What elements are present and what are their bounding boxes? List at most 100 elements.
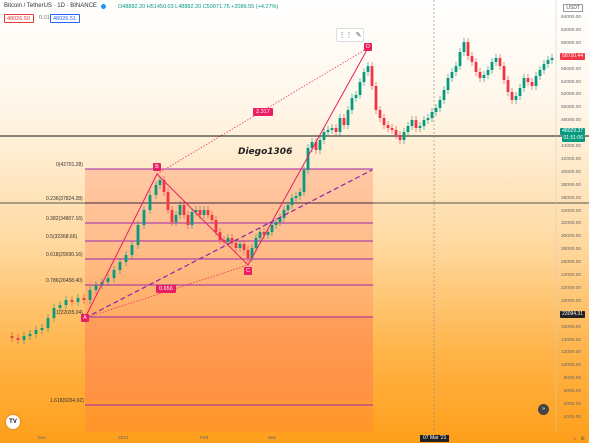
candle-body xyxy=(162,180,166,192)
candle-body xyxy=(238,244,242,248)
candle-body xyxy=(386,125,390,128)
candle-body xyxy=(506,80,510,92)
candle-body xyxy=(70,300,74,302)
price-axis-label: 12000.00 xyxy=(560,350,581,356)
candle-body xyxy=(214,220,218,232)
candle-body xyxy=(402,132,406,140)
candle-body xyxy=(422,120,426,126)
drawing-toolbar[interactable]: ⋮⋮ ✎ xyxy=(336,28,364,42)
candle-body xyxy=(40,328,44,330)
pattern-ratio-bd xyxy=(156,47,369,175)
date-axis[interactable]: Dec 2021 Feb Mar 07 Mar '21 xyxy=(0,433,589,443)
settings-gear-icon[interactable]: ⚙ xyxy=(580,436,585,442)
candle-body xyxy=(142,210,146,225)
candle-body xyxy=(282,210,286,218)
price-axis-label: 56000.00 xyxy=(560,66,581,72)
candle-body xyxy=(534,76,538,86)
low-price-tag: 23094.31 xyxy=(560,311,585,318)
price-axis-label: 10000.00 xyxy=(560,363,581,369)
price-axis-label: 2000.00 xyxy=(563,415,581,420)
market-status-icon xyxy=(100,3,106,9)
author-watermark: Diego1306 xyxy=(238,147,293,157)
candle-body xyxy=(190,212,194,225)
fib-level-label: 0.382(34807.16) xyxy=(46,216,83,222)
candle-body xyxy=(550,58,554,60)
price-axis-label: 34000.00 xyxy=(560,208,581,214)
candle-body xyxy=(302,170,306,192)
date-label-mar: Mar xyxy=(268,436,277,441)
candle-body xyxy=(28,334,32,336)
price-axis-label: 22000.00 xyxy=(560,285,581,291)
candle-body xyxy=(366,66,370,72)
candle-body xyxy=(374,86,378,110)
ohlc-readout: O48882.20 H51450.03 L48882.20 C50971.75 … xyxy=(118,4,278,10)
candle-body xyxy=(466,42,470,56)
candle-body xyxy=(136,225,140,245)
pencil-icon[interactable]: ✎ xyxy=(355,32,362,39)
fast-forward-icon[interactable]: » xyxy=(538,404,549,415)
candle-body xyxy=(354,95,358,98)
countdown-tag: 01:51:06 xyxy=(561,135,585,142)
candle-body xyxy=(76,298,80,302)
candle-body xyxy=(166,192,170,210)
symbol-title[interactable]: Bitcoin / TetherUS · 1D · BINANCE xyxy=(4,3,97,9)
candle-body xyxy=(154,185,158,195)
candle-body xyxy=(458,52,462,66)
sell-price-button[interactable]: 48026.50 xyxy=(4,14,34,23)
price-axis-label: 8000.00 xyxy=(563,376,581,382)
candle-body xyxy=(370,66,374,86)
price-axis-label: 4000.00 xyxy=(563,402,581,408)
currency-badge[interactable]: USDT xyxy=(563,4,583,12)
price-axis-label: 40000.00 xyxy=(560,169,581,175)
candle-body xyxy=(522,78,526,88)
date-label-2021: 2021 xyxy=(118,436,129,441)
candle-body xyxy=(186,215,190,225)
candle-body xyxy=(258,232,262,238)
candle-body xyxy=(52,308,56,318)
price-axis-label: 24000.00 xyxy=(560,273,581,279)
candle-body xyxy=(226,238,230,242)
price-axis-label: 20000.00 xyxy=(560,298,581,304)
price-axis-label: 16000.00 xyxy=(560,324,581,330)
chart-corner-controls[interactable]: ⌂ ⚙ xyxy=(573,436,585,442)
price-axis-label: 6000.00 xyxy=(563,389,581,395)
crosshair-date-tag: 07 Mar '21 xyxy=(420,435,450,442)
candle-body xyxy=(494,58,498,62)
spread-value: 0.01 xyxy=(39,15,50,21)
ratio-bd-label: 2.317 xyxy=(253,108,273,116)
tradingview-logo[interactable]: TV xyxy=(6,415,20,429)
candle-body xyxy=(170,210,174,222)
price-axis-label: 28000.00 xyxy=(560,247,581,253)
ohlc-values: O48882.20 H51450.03 L48882.20 C50971.75 … xyxy=(118,4,279,10)
candle-body xyxy=(538,70,542,76)
price-axis-label: 60000.00 xyxy=(560,40,581,46)
price-axis-label: 62000.00 xyxy=(560,27,581,33)
candle-body xyxy=(270,225,274,232)
candle-body xyxy=(198,210,202,215)
candle-body xyxy=(294,196,298,198)
candle-body xyxy=(430,112,434,118)
buy-price-button[interactable]: 48026.51 xyxy=(50,14,80,23)
candle-body xyxy=(334,128,338,132)
point-a-label: A xyxy=(81,314,89,322)
current-price-tag: 58720.44 xyxy=(560,53,585,60)
candle-body xyxy=(350,98,354,110)
candle-body xyxy=(426,118,430,120)
candle-body xyxy=(250,248,254,258)
candle-body xyxy=(182,205,186,215)
candle-body xyxy=(178,205,182,215)
candle-body xyxy=(442,90,446,100)
candle-body xyxy=(298,192,302,196)
candle-body xyxy=(394,130,398,135)
fib-level-label: 0.618(29930.16) xyxy=(46,252,83,258)
log-scale-icon[interactable]: ⌂ xyxy=(573,436,577,442)
drag-handle-icon[interactable]: ⋮⋮ xyxy=(338,32,353,39)
candle-body xyxy=(202,210,206,215)
fib-zone-lower xyxy=(85,317,373,432)
candle-body xyxy=(82,298,86,300)
fib-level-label: 1.618(9264.92) xyxy=(50,398,84,404)
symbol-header[interactable]: Bitcoin / TetherUS · 1D · BINANCE xyxy=(4,3,106,9)
candle-body xyxy=(58,305,62,308)
candle-body xyxy=(262,232,266,235)
